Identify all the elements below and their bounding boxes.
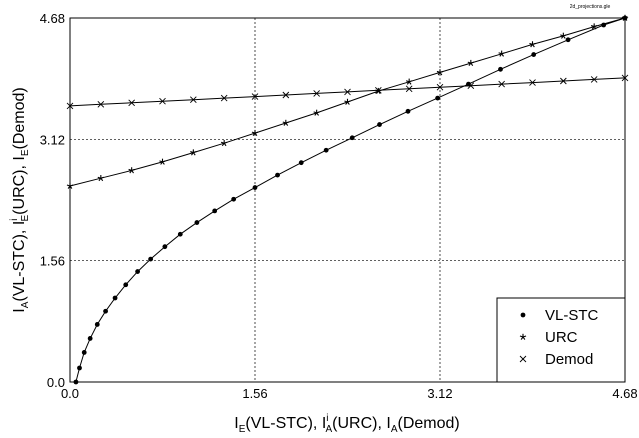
data-point-vl-stc (531, 52, 537, 57)
y-tick-label: 0.0 (47, 375, 65, 390)
y-tick-label: 1.56 (40, 254, 65, 269)
data-point-demod (498, 80, 505, 88)
data-point-demod (66, 102, 74, 110)
data-point-vl-stc (565, 37, 571, 43)
data-point-vl-stc (77, 365, 82, 371)
data-point-urc (159, 158, 166, 165)
legend-marker-demod (519, 355, 527, 363)
data-point-urc (251, 129, 259, 137)
data-point-urc (405, 78, 413, 85)
series-vl-stc (73, 15, 628, 385)
data-point-urc (313, 109, 320, 116)
data-point-vl-stc (498, 66, 503, 72)
data-point-urc (467, 59, 475, 67)
data-point-vl-stc (94, 322, 100, 327)
data-point-demod (590, 76, 598, 83)
data-point-vl-stc (135, 269, 140, 274)
series-demod (66, 74, 629, 110)
y-tick-label: 4.68 (40, 11, 65, 26)
x-tick-label: 3.12 (427, 386, 452, 401)
y-axis-label: IA(VL-STC), IiE(URC), IE(Demod) (9, 87, 31, 313)
legend-label-vl-stc: VL-STC (545, 307, 599, 324)
data-point-vl-stc (73, 379, 79, 385)
series-layer (66, 14, 629, 385)
ticks: 0.0 1.56 3.12 4.68 0.0 1.56 3.12 4.68 (40, 11, 638, 401)
data-point-urc (436, 69, 444, 76)
data-point-vl-stc (323, 147, 329, 153)
data-point-vl-stc (275, 172, 280, 178)
data-point-demod (159, 97, 166, 105)
legend-label-demod: Demod (545, 351, 593, 368)
data-point-vl-stc (194, 220, 200, 225)
legend-marker-vl-stc (520, 312, 526, 318)
data-point-urc (560, 32, 567, 39)
data-point-vl-stc (123, 282, 129, 288)
data-point-urc (590, 23, 598, 30)
data-point-urc (220, 140, 228, 147)
data-point-demod (344, 88, 351, 96)
legend-box (496, 297, 626, 383)
data-point-vl-stc (148, 256, 154, 262)
data-point-vl-stc (212, 208, 218, 214)
data-point-urc (282, 119, 290, 126)
data-point-demod (621, 74, 629, 82)
legend-item-demod: Demod (519, 351, 593, 368)
data-point-vl-stc (349, 135, 355, 141)
grid (70, 18, 625, 382)
data-point-urc (621, 14, 629, 21)
data-point-vl-stc (377, 122, 382, 127)
data-point-vl-stc (87, 336, 93, 341)
data-point-demod (282, 91, 290, 99)
data-point-urc (190, 149, 197, 156)
data-point-demod (190, 96, 197, 103)
x-tick-label: 0.0 (61, 386, 79, 401)
data-point-vl-stc (298, 160, 304, 166)
data-point-demod (251, 93, 259, 100)
plot-frame (69, 17, 626, 383)
data-point-demod (97, 101, 105, 108)
data-point-vl-stc (103, 308, 108, 314)
data-point-vl-stc (252, 185, 258, 190)
data-point-vl-stc (435, 95, 441, 101)
data-point-vl-stc (112, 295, 118, 301)
data-point-demod (313, 90, 320, 97)
data-point-demod (560, 77, 567, 85)
data-point-demod (529, 79, 536, 86)
data-point-urc (97, 175, 105, 182)
legend: VL-STC URC Demod (496, 297, 626, 383)
x-tick-label: 4.68 (612, 386, 637, 401)
data-point-vl-stc (81, 350, 87, 355)
data-point-vl-stc (231, 196, 237, 202)
data-point-urc (344, 98, 351, 105)
data-point-demod (128, 99, 135, 107)
data-point-demod (375, 87, 382, 94)
data-point-urc (498, 50, 505, 57)
legend-marker-urc (519, 333, 527, 340)
data-point-urc (529, 41, 536, 48)
data-point-demod (405, 85, 413, 93)
data-point-vl-stc (405, 108, 411, 114)
data-point-demod (436, 83, 444, 91)
data-point-demod (220, 94, 228, 102)
file-note: 2d_projections.gle (570, 4, 611, 10)
x-axis-label: IE(VL-STC), Ii A(URC), IA(Demod) (234, 413, 460, 435)
data-point-vl-stc (162, 244, 168, 250)
legend-item-vl-stc: VL-STC (520, 307, 599, 324)
legend-label-urc: URC (545, 329, 578, 346)
data-point-urc (128, 167, 135, 174)
x-tick-label: 1.56 (242, 386, 267, 401)
data-point-demod (467, 82, 475, 89)
data-point-vl-stc (177, 231, 183, 237)
data-point-urc (66, 182, 74, 189)
y-tick-label: 3.12 (40, 132, 65, 147)
legend-item-urc: URC (519, 329, 578, 346)
